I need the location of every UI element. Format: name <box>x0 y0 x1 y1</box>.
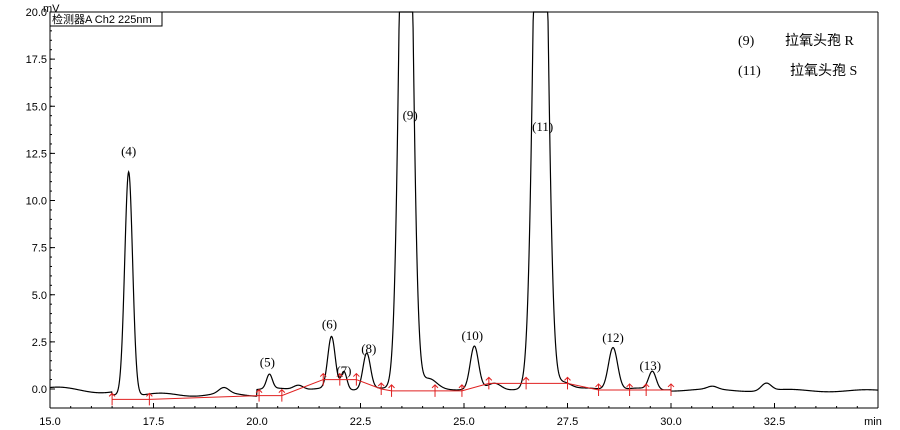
legend: (9) 拉氧头孢 R (11) 拉氧头孢 S <box>738 33 857 79</box>
x-tick-label: 27.5 <box>557 416 578 428</box>
x-tick-label: 32.5 <box>764 416 785 428</box>
detector-label-box <box>49 11 163 27</box>
y-tick-label: 12.5 <box>26 148 47 160</box>
integration-marker <box>667 383 675 396</box>
y-tick-label: 5.0 <box>32 290 47 302</box>
integration-marker <box>336 372 344 386</box>
integration-marker <box>278 388 286 402</box>
x-tick-label: 22.5 <box>350 416 371 428</box>
y-tick-label: 0.0 <box>32 384 47 396</box>
peak-label: (6) <box>322 317 337 332</box>
peak-label: (9) <box>403 107 418 122</box>
legend-entry-id: (9) <box>738 34 755 49</box>
y-tick-label: 7.5 <box>32 243 47 255</box>
integration-marker <box>485 376 493 390</box>
x-tick-label: 30.0 <box>660 416 681 428</box>
marker-layer <box>108 372 675 406</box>
y-tick-label: 17.5 <box>26 54 47 66</box>
integration-marker <box>353 372 360 386</box>
trace-layer <box>49 11 878 397</box>
y-tick-label: 15.0 <box>26 101 47 113</box>
integration-marker <box>146 392 153 406</box>
integration-marker <box>626 383 633 396</box>
legend-entry-name: 拉氧头孢 R <box>785 33 854 49</box>
chromatogram-trace <box>49 11 878 397</box>
peak-label: (4) <box>121 143 136 158</box>
integration-marker <box>388 384 395 397</box>
legend-entry-name: 拉氧头孢 S <box>790 63 857 79</box>
peak-label: (12) <box>602 330 624 345</box>
integration-marker <box>255 388 263 402</box>
x-tick-label: 25.0 <box>453 416 474 428</box>
x-tick-label: 15.0 <box>39 416 60 428</box>
integration-marker <box>522 376 530 390</box>
peak-label: (11) <box>532 119 553 134</box>
integration-baseline <box>112 379 671 400</box>
integration-marker <box>564 376 571 390</box>
y-tick-label: 20.0 <box>26 7 47 19</box>
ticks: 0.0 2.5 5.0 7.5 10.0 12.5 15.0 17.5 20.0 15.0 17.5… <box>26 7 882 428</box>
peak-label: (7) <box>336 363 351 378</box>
integration-marker <box>319 372 327 386</box>
peak-label: (5) <box>260 354 275 369</box>
detector-label: 检测器A Ch2 225nm <box>52 12 152 26</box>
peak-label: (8) <box>361 341 376 356</box>
x-axis-unit: min <box>864 416 882 428</box>
integration-marker <box>108 392 116 406</box>
y-tick-label: 10.0 <box>26 196 47 208</box>
x-tick-label: 20.0 <box>246 416 267 428</box>
integration-marker <box>377 382 385 395</box>
integration-marker <box>458 384 466 397</box>
label-layer: (4) (5) (6) (7) (8) (9) (10) (11) (12) (13) <box>121 107 661 377</box>
legend-entry-id: (11) <box>738 64 761 79</box>
y-tick-label: 2.5 <box>32 337 47 349</box>
peak-label: (13) <box>639 358 661 373</box>
x-tick-label: 17.5 <box>143 416 164 428</box>
integration-marker <box>642 383 650 396</box>
integration-marker <box>595 383 602 396</box>
baseline-layer <box>112 379 671 400</box>
integration-marker <box>431 384 439 397</box>
peak-label: (10) <box>461 328 483 343</box>
